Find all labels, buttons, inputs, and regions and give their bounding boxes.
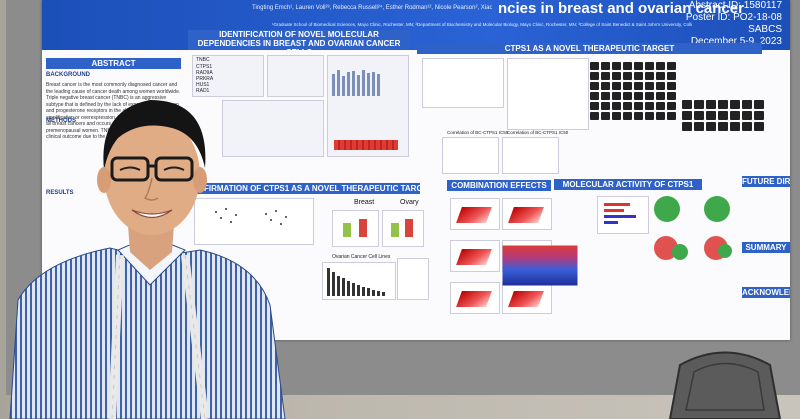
venn-green-4 [718,244,732,258]
colony-assay-grid [590,62,676,120]
correlation-label-1: Correlation of BC-CTPS1 IC50 [447,130,509,135]
gene-table-header: TNBC [196,57,210,63]
conference-name: SABCS [748,24,782,35]
research-poster: Tingting Emch¹, Lauren Voll²³, Rebecca R… [42,0,790,340]
gene-row: HUS1 [196,82,210,88]
combination-plot-2 [502,198,552,230]
ctps1-target-heading: CTPS1 AS A NOVEL THERAPEUTIC TARGET [417,43,762,54]
molecular-bar-panel [597,196,649,234]
venn-green-1 [654,196,680,222]
ovarian-panel-label: Ovarian Cancer Cell Lines [332,254,391,260]
breast-boxplot [332,210,379,247]
ovarian-bar-chart [322,262,396,300]
correlation-plot-2 [502,137,559,174]
combination-plot-5 [450,282,500,314]
confirmation-scatter [194,198,314,245]
gene-table: TNBC CTPS1 RAD9A PRKRA HUS1 RAD1 [192,55,264,97]
correlation-plot-1 [442,137,499,174]
abstract-id: Abstract ID: 1580117 [688,0,782,11]
combination-heading: COMBINATION EFFECTS [447,180,551,191]
gene-row: RAD9A [196,70,213,76]
gene-row: CTPS1 [196,64,213,70]
chair [668,351,782,419]
methods-heading: METHODS [46,118,76,124]
future-heading: FUTURE DIRECTIONS [742,176,790,187]
combination-plot-3 [450,240,500,272]
colony-assay-grid-2 [682,100,764,131]
poster-id: Poster ID: PO2-18-08 [685,12,782,23]
breast-label: Breast [354,199,375,206]
molecular-heading: MOLECULAR ACTIVITY OF CTPS1 [554,179,702,190]
combination-plot-6 [502,282,552,314]
ovary-label: Ovary [400,199,419,206]
summary-heading: SUMMARY [742,242,790,253]
identification-heading: IDENTIFICATION OF NOVEL MOLECULAR DEPEND… [188,30,410,50]
ctps1-panel-a [422,58,504,108]
correlation-label-2: Correlation of BC-CTPS1 IC50 [507,130,569,135]
venn-green-3 [672,244,688,260]
poster-ids: Abstract ID: 1580117 Poster ID: PO2-18-0… [686,0,782,48]
background-heading: BACKGROUND [46,72,90,78]
results-heading: RESULTS [46,190,74,196]
abstract-heading: ABSTRACT [46,58,181,69]
gene-row: RAD1 [196,88,210,94]
identification-panel-c [327,55,409,157]
venn-green-2 [704,196,730,222]
acknowledgement-heading: ACKNOWLEDGEMENT [742,287,790,298]
identification-panel-d [222,100,324,157]
confirmation-heading: ONFIRMATION OF CTPS1 AS A NOVEL THERAPEU… [192,183,420,194]
confirmation-bars [397,258,429,300]
poster-banner: Tingting Emch¹, Lauren Voll²³, Rebecca R… [42,0,790,50]
identification-panel-b [267,55,324,97]
ctps1-table [507,58,589,130]
poster-title: ncies in breast and ovarian cancer [498,0,744,17]
poster-affiliations: ¹Graduate School of Biomedical Sciences,… [272,22,692,27]
gene-row: PRKRA [196,76,214,82]
poster-authors: Tingting Emch¹, Lauren Voll²³, Rebecca R… [252,5,492,11]
conference-dates: December 5-9, 2023 [690,36,782,47]
ovary-boxplot [382,210,424,247]
heatmap [502,245,578,286]
combination-plot-1 [450,198,500,230]
